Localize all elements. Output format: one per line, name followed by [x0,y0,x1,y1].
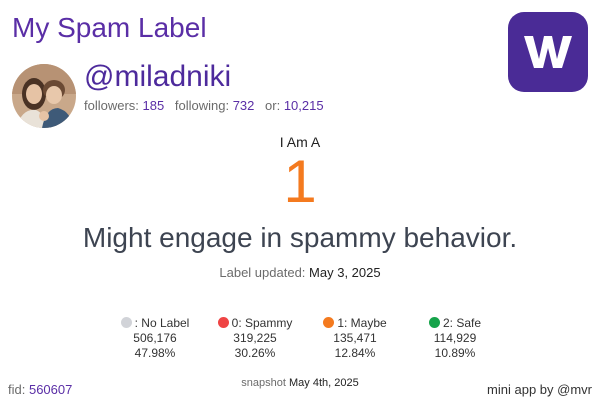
label-description: Might engage in spammy behavior. [82,222,518,253]
legend-item-maybe: 1: Maybe 135,471 12.84% [305,316,405,361]
fid-value: 560607 [28,382,73,397]
fid-info: fid: 560607 [8,382,72,397]
followers-label: followers: [84,98,139,113]
user-handle[interactable]: @miladniki [84,60,232,93]
legend-label: 1: Maybe [337,316,387,330]
legend-count: 506,176 [133,331,177,345]
mini-app-credit[interactable]: mini app by @mvr [487,382,592,397]
or-label: or: [265,98,281,113]
fid-label: fid: [8,382,26,397]
followers-count: 185 [142,98,165,113]
legend-label: 0: Spammy [231,316,293,330]
legend-count: 319,225 [233,331,277,345]
snapshot-date: May 4th, 2025 [289,377,359,389]
legend-label: : No Label [134,316,190,330]
app-logo[interactable] [508,12,588,92]
following-count: 732 [232,98,255,113]
warpcast-w-logo-icon [524,36,572,68]
legend-label: 2: Safe [442,316,482,330]
legend-percent: 10.89% [434,346,476,360]
no-label-dot-icon [120,317,132,328]
page-title: My Spam Label [12,12,207,43]
or-count: 10,215 [283,98,324,113]
label-updated-date: May 3, 2025 [309,265,381,280]
snapshot-label: snapshot [241,377,286,389]
legend-percent: 30.26% [234,346,276,360]
label-value: 1 [283,148,317,215]
label-distribution-legend: : No Label 506,176 47.98% 0: Spammy 319,… [105,316,505,366]
profile-stats: followers: 185 following: 732 or: 10,215 [84,98,331,113]
profile-photo-avatar-icon [12,64,76,128]
legend-count: 114,929 [433,331,477,345]
legend-percent: 47.98% [134,346,176,360]
avatar[interactable] [12,64,76,128]
maybe-dot-icon [323,317,335,328]
legend-count: 135,471 [333,331,377,345]
spammy-dot-icon [217,317,229,328]
legend-percent: 12.84% [334,346,376,360]
legend-item-safe: 2: Safe 114,929 10.89% [405,316,505,361]
label-updated-caption: Label updated: [219,265,306,280]
snapshot-info: snapshot May 4th, 2025 [0,377,600,389]
label-updated: Label updated: May 3, 2025 [0,265,600,280]
legend-item-spammy: 0: Spammy 319,225 30.26% [205,316,305,361]
following-label: following: [174,98,230,113]
safe-dot-icon [428,317,440,328]
legend-item-no-label: : No Label 506,176 47.98% [105,316,205,361]
label-heading: I Am A [279,134,321,150]
